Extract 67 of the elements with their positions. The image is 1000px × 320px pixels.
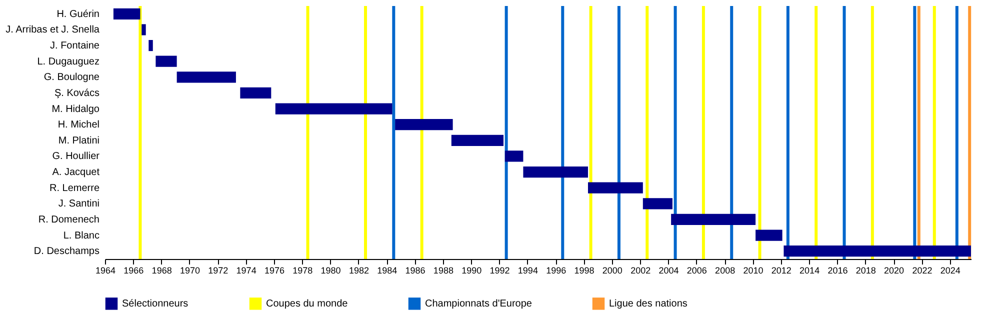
x-tick-label: 1992	[490, 266, 510, 276]
x-tick-label: 1996	[546, 266, 566, 276]
y-tick-label: R. Domenech	[38, 214, 100, 226]
x-tick-label: 1994	[518, 266, 538, 276]
y-tick-label: L. Dugauguez	[37, 56, 100, 68]
x-tick-label: 1966	[124, 266, 144, 276]
x-tick-label: 1976	[264, 266, 284, 276]
x-tick-label: 2010	[743, 266, 764, 276]
x-tick-label: 2000	[602, 266, 622, 276]
bar	[523, 166, 588, 178]
y-tick-label: G. Boulogne	[44, 72, 100, 84]
y-tick-label: J. Arribas et J. Snella	[6, 24, 100, 36]
y-tick-label: L. Blanc	[63, 230, 100, 242]
legend-label: Championnats d'Europe	[425, 298, 532, 310]
bar	[756, 230, 782, 241]
bar	[671, 214, 756, 226]
bar	[504, 150, 524, 162]
x-tick-label: 1968	[152, 266, 172, 276]
legend-label: Coupes du monde	[266, 298, 348, 310]
y-tick-label: Ş. Kovács	[54, 88, 100, 99]
bar	[588, 182, 643, 194]
x-tick-label: 2014	[800, 266, 820, 276]
y-tick-label: J. Fontaine	[50, 40, 100, 52]
x-tick-label: 1978	[292, 266, 313, 276]
x-tick-label: 2004	[658, 266, 679, 276]
bar	[176, 72, 236, 83]
bar	[642, 198, 672, 210]
x-tick-label: 1986	[405, 266, 426, 276]
x-tick-label: 2008	[715, 266, 736, 276]
bar	[148, 40, 153, 52]
y-tick-label: M. Hidalgo	[52, 104, 100, 115]
x-tick-label: 1964	[95, 266, 116, 276]
x-tick-label: 1984	[377, 266, 398, 276]
y-tick-label: A. Jacquet	[52, 167, 100, 178]
x-tick-label: 1982	[348, 266, 369, 276]
bar	[240, 87, 272, 99]
x-tick-label: 2006	[686, 266, 707, 276]
y-tick-label: J. Santini	[58, 198, 100, 210]
y-tick-label: M. Platini	[58, 135, 100, 146]
y-tick-label: G. Houllier	[52, 151, 100, 162]
bar	[451, 134, 504, 146]
bar	[156, 56, 177, 67]
x-tick-label: 1988	[433, 266, 454, 276]
y-tick-label: D. Deschamps	[34, 246, 100, 258]
bar	[395, 119, 453, 130]
bar	[113, 8, 140, 20]
x-tick-label: 1972	[208, 266, 228, 276]
x-tick-label: 1970	[180, 266, 200, 276]
x-tick-label: 2024	[940, 266, 960, 276]
x-tick-label: 2016	[828, 266, 848, 276]
x-tick-label: 2002	[630, 266, 651, 276]
bar	[784, 246, 971, 257]
x-tick-label: 2020	[884, 266, 904, 276]
y-tick-label: R. Lemerre	[49, 182, 100, 194]
legend-label: Ligue des nations	[609, 298, 688, 310]
x-tick-label: 2018	[856, 266, 876, 276]
bar	[275, 103, 392, 114]
x-tick-label: 1990	[462, 266, 482, 276]
x-tick-label: 1974	[236, 266, 256, 276]
bar	[142, 24, 146, 36]
x-tick-label: 1998	[574, 266, 594, 276]
x-tick-label: 1980	[320, 266, 341, 276]
y-tick-label: H. Guérin	[56, 8, 100, 20]
legend-label: Sélectionneurs	[122, 298, 188, 310]
y-tick-label: H. Michel	[58, 120, 100, 131]
x-tick-label: 2022	[912, 266, 932, 276]
x-tick-label: 2012	[771, 266, 792, 276]
